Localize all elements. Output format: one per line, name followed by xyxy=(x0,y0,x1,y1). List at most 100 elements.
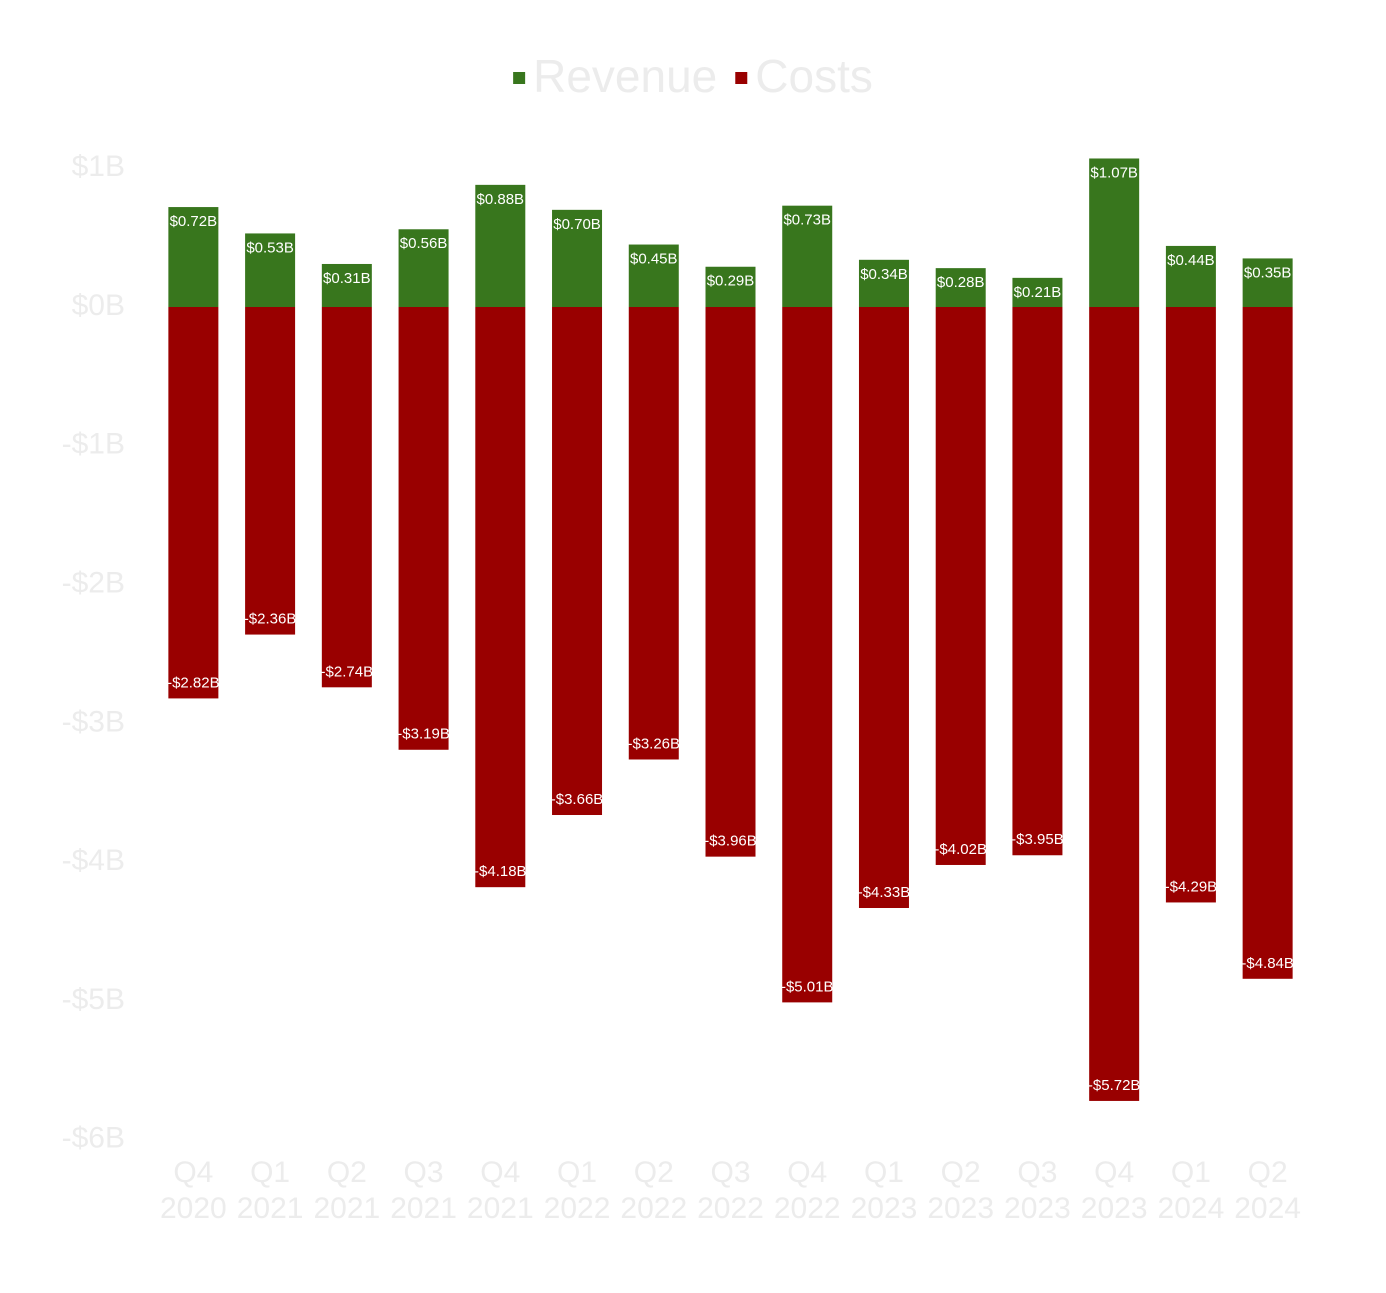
x-tick-quarter: Q4 xyxy=(787,1156,827,1189)
y-tick-label: -$5B xyxy=(62,983,125,1016)
legend-label-costs: Costs xyxy=(755,50,873,102)
y-tick-label: -$3B xyxy=(62,705,125,738)
y-axis: $1B $0B -$1B -$2B -$3B -$4B -$5B -$6B xyxy=(62,150,125,1155)
x-tick-year: 2021 xyxy=(313,1192,380,1225)
x-tick-year: 2021 xyxy=(467,1192,534,1225)
bar-revenue-q4-2022 xyxy=(782,205,833,307)
x-tick-quarter: Q3 xyxy=(710,1156,750,1189)
bar-costs-q1-2023 xyxy=(858,307,909,909)
data-label-revenue-q1-2023: $0.34B xyxy=(860,266,908,283)
data-label-costs-q1-2023: -$4.33B xyxy=(858,884,911,901)
data-label-costs-q1-2024: -$4.29B xyxy=(1165,878,1218,895)
bar-revenue-q2-2021 xyxy=(321,263,372,307)
x-tick-quarter: Q4 xyxy=(1094,1156,1134,1189)
y-tick-label: -$2B xyxy=(62,567,125,600)
data-label-revenue-q2-2021: $0.31B xyxy=(323,270,371,287)
x-tick-quarter: Q4 xyxy=(173,1156,213,1189)
x-tick-quarter: Q3 xyxy=(404,1156,444,1189)
bars xyxy=(168,158,1293,1101)
bar-revenue-q2-2023 xyxy=(935,268,986,307)
bar-revenue-q1-2024 xyxy=(1165,245,1216,307)
data-label-costs-q4-2021: -$4.18B xyxy=(474,863,527,880)
data-label-costs-q4-2023: -$5.72B xyxy=(1088,1077,1141,1094)
data-label-costs-q3-2023: -$3.95B xyxy=(1011,831,1064,848)
data-label-costs-q3-2022: -$3.96B xyxy=(704,833,757,850)
data-label-revenue-q2-2022: $0.45B xyxy=(630,251,678,268)
bar-costs-q3-2022 xyxy=(705,307,756,857)
x-tick-year: 2023 xyxy=(1081,1192,1148,1225)
y-tick-label: -$4B xyxy=(62,844,125,877)
x-tick-quarter: Q1 xyxy=(250,1156,290,1189)
x-tick-quarter: Q1 xyxy=(1171,1156,1211,1189)
bar-revenue-q1-2022 xyxy=(552,209,603,307)
x-tick-year: 2022 xyxy=(774,1192,841,1225)
data-label-revenue-q4-2022: $0.73B xyxy=(783,212,831,229)
bar-costs-q3-2023 xyxy=(1012,307,1063,856)
x-tick-quarter: Q2 xyxy=(634,1156,674,1189)
y-tick-label: -$1B xyxy=(62,428,125,461)
x-tick-quarter: Q2 xyxy=(327,1156,367,1189)
bar-revenue-q3-2021 xyxy=(398,229,449,307)
bar-costs-q1-2024 xyxy=(1165,307,1216,903)
bar-revenue-q2-2022 xyxy=(628,244,679,307)
bar-revenue-q4-2023 xyxy=(1089,158,1140,307)
x-tick-quarter: Q3 xyxy=(1017,1156,1057,1189)
data-label-costs-q3-2021: -$3.19B xyxy=(397,726,450,743)
x-axis: Q42020Q12021Q22021Q32021Q42021Q12022Q220… xyxy=(160,1156,1301,1225)
y-tick-label: $1B xyxy=(72,150,125,183)
y-tick-label: -$6B xyxy=(62,1122,125,1155)
bar-revenue-q3-2023 xyxy=(1012,277,1063,307)
bar-costs-q2-2023 xyxy=(935,307,986,865)
bar-revenue-q4-2021 xyxy=(475,184,526,307)
x-tick-quarter: Q4 xyxy=(480,1156,520,1189)
x-tick-year: 2022 xyxy=(697,1192,764,1225)
bar-costs-q4-2020 xyxy=(168,307,219,699)
x-tick-quarter: Q1 xyxy=(557,1156,597,1189)
data-label-revenue-q2-2023: $0.28B xyxy=(937,274,985,291)
bar-revenue-q1-2023 xyxy=(858,259,909,307)
bar-costs-q1-2021 xyxy=(245,307,296,635)
bar-costs-q2-2021 xyxy=(321,307,372,688)
bar-revenue-q3-2022 xyxy=(705,266,756,307)
x-tick-year: 2020 xyxy=(160,1192,227,1225)
bar-revenue-q1-2021 xyxy=(245,233,296,307)
data-label-revenue-q3-2022: $0.29B xyxy=(707,273,755,290)
data-label-revenue-q3-2023: $0.21B xyxy=(1014,284,1062,301)
bar-costs-q4-2023 xyxy=(1089,307,1140,1101)
data-label-revenue-q3-2021: $0.56B xyxy=(400,235,448,252)
data-label-costs-q2-2022: -$3.26B xyxy=(627,735,680,752)
data-label-costs-q1-2021: -$2.36B xyxy=(244,611,297,628)
x-tick-year: 2022 xyxy=(620,1192,687,1225)
x-tick-quarter: Q2 xyxy=(941,1156,981,1189)
data-label-revenue-q4-2023: $1.07B xyxy=(1090,164,1138,181)
x-tick-year: 2024 xyxy=(1234,1192,1301,1225)
data-label-revenue-q1-2024: $0.44B xyxy=(1167,252,1215,269)
data-label-costs-q2-2024: -$4.84B xyxy=(1241,955,1294,972)
data-label-revenue-q2-2024: $0.35B xyxy=(1244,264,1292,281)
bar-revenue-q4-2020 xyxy=(168,207,219,307)
legend-label-revenue: Revenue xyxy=(533,50,717,102)
x-tick-year: 2023 xyxy=(1004,1192,1071,1225)
data-label-revenue-q1-2022: $0.70B xyxy=(553,216,601,233)
data-label-revenue-q1-2021: $0.53B xyxy=(246,239,294,256)
data-label-revenue-q4-2020: $0.72B xyxy=(170,213,218,230)
x-tick-quarter: Q2 xyxy=(1248,1156,1288,1189)
x-tick-year: 2023 xyxy=(927,1192,994,1225)
data-label-costs-q4-2020: -$2.82B xyxy=(167,674,220,691)
x-tick-year: 2021 xyxy=(390,1192,457,1225)
data-label-costs-q2-2023: -$4.02B xyxy=(934,841,987,858)
legend-swatch-costs xyxy=(735,72,748,84)
bar-costs-q3-2021 xyxy=(398,307,449,750)
x-tick-year: 2021 xyxy=(237,1192,304,1225)
x-tick-year: 2024 xyxy=(1158,1192,1225,1225)
data-label-costs-q4-2022: -$5.01B xyxy=(781,978,834,995)
data-labels: $0.72B -$2.82B $0.53B -$2.36B $0.31B -$2.74B $… xyxy=(167,164,1294,1093)
bar-costs-q2-2024 xyxy=(1242,307,1293,979)
bar-costs-q4-2021 xyxy=(475,307,526,888)
legend-swatch-revenue xyxy=(513,72,526,84)
legend: Revenue Costs xyxy=(513,50,873,102)
x-tick-year: 2023 xyxy=(851,1192,918,1225)
bar-costs-q4-2022 xyxy=(782,307,833,1003)
data-label-costs-q2-2021: -$2.74B xyxy=(321,663,374,680)
